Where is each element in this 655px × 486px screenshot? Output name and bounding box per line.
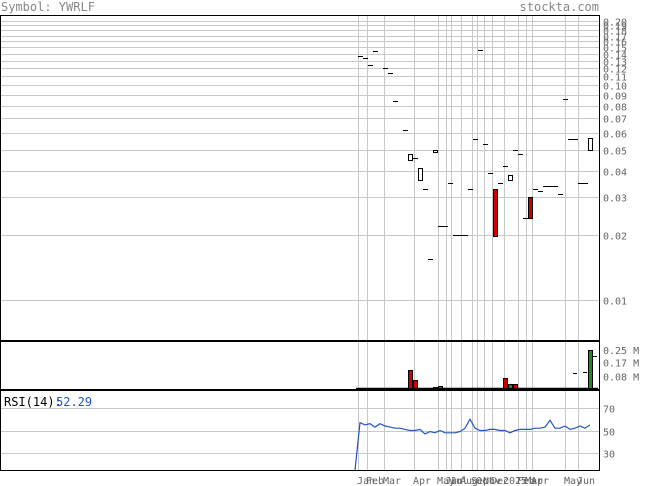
volume-tick-label: 0.08 M <box>603 372 639 383</box>
volume-bar <box>503 378 508 389</box>
volume-bars <box>356 350 598 390</box>
price-candle <box>588 138 593 151</box>
price-tick-label: 0.04 <box>603 168 627 179</box>
price-tick-label: 0.18 <box>603 27 627 38</box>
price-candle <box>528 197 533 219</box>
price-tick-label: 0.19 <box>603 22 627 33</box>
volume-bar <box>513 384 518 389</box>
rsi-tick-label: 70 <box>603 405 615 416</box>
month-label: Jun <box>445 476 463 486</box>
month-label: Oct <box>476 476 494 486</box>
volume-bar <box>508 384 513 389</box>
price-tick-label: 0.06 <box>603 130 627 141</box>
month-label: Apr <box>413 476 431 486</box>
volume-bar <box>438 386 443 389</box>
price-candle <box>418 168 423 181</box>
rsi-line-group <box>354 417 591 471</box>
month-label: Mar <box>525 476 543 486</box>
volume-tick-label: 0.17 M <box>603 358 639 369</box>
price-candle <box>508 175 513 181</box>
grid <box>1 16 599 470</box>
price-tick-label: 0.02 <box>603 232 627 243</box>
price-tick-label: 0.09 <box>603 92 627 103</box>
month-label: May <box>437 476 455 486</box>
month-label: Jun <box>577 476 595 486</box>
month-label: Jan <box>357 476 375 486</box>
volume-bar <box>408 370 413 389</box>
price-candles <box>358 50 593 260</box>
price-axis-ticks: 0.200.190.180.170.160.150.140.130.120.11… <box>603 18 627 308</box>
price-tick-label: 0.13 <box>603 58 627 69</box>
month-label: Sep <box>471 476 489 486</box>
month-label: Jul <box>450 476 468 486</box>
price-candle <box>433 150 438 153</box>
rsi-tick-label: 50 <box>603 428 615 439</box>
price-tick-label: 0.08 <box>603 103 627 114</box>
price-candle <box>493 189 498 237</box>
rsi-label: RSI(14): <box>4 395 62 409</box>
price-tick-label: 0.05 <box>603 147 627 158</box>
price-tick-label: 0.14 <box>603 51 627 62</box>
month-label: Aug <box>460 476 478 486</box>
symbol-label: Symbol: YWRLF <box>1 0 95 14</box>
price-tick-label: 0.07 <box>603 115 627 126</box>
price-tick-label: 0.12 <box>603 65 627 76</box>
rsi-axis-ticks: 70 50 30 <box>603 405 615 461</box>
rsi-panel-frame <box>0 390 600 471</box>
month-label: Mar <box>383 476 401 486</box>
price-tick-label: 0.03 <box>603 194 627 205</box>
site-label: stockta.com <box>520 0 599 14</box>
month-label: Feb <box>517 476 535 486</box>
price-tick-label: 0.01 <box>603 297 627 308</box>
volume-bar <box>413 380 418 389</box>
price-candle <box>408 154 413 161</box>
month-label: Feb <box>366 476 384 486</box>
month-label: Nov <box>483 476 501 486</box>
price-tick-label: 0.20 <box>603 18 627 29</box>
price-tick-label: 0.17 <box>603 33 627 44</box>
volume-bar <box>588 350 593 389</box>
volume-axis-ticks: 0.25 M0.17 M 0.08 M <box>603 346 639 384</box>
volume-bar <box>433 387 438 389</box>
price-tick-label: 0.10 <box>603 82 627 93</box>
price-tick-label: 0.11 <box>603 73 627 84</box>
price-tick-label: 0.15 <box>603 44 627 55</box>
month-label: 2025 <box>503 476 527 486</box>
volume-tick-label: 0.25 M <box>603 346 639 357</box>
volume-panel-frame <box>0 341 600 390</box>
month-label: Apr <box>531 476 549 486</box>
price-panel-frame <box>0 15 600 341</box>
month-label: May <box>564 476 582 486</box>
rsi-tick-label: 30 <box>603 450 615 461</box>
month-label: Dec <box>491 476 509 486</box>
price-tick-label: 0.16 <box>603 38 627 49</box>
rsi-line <box>354 417 591 471</box>
rsi-value: 52.29 <box>56 395 92 409</box>
